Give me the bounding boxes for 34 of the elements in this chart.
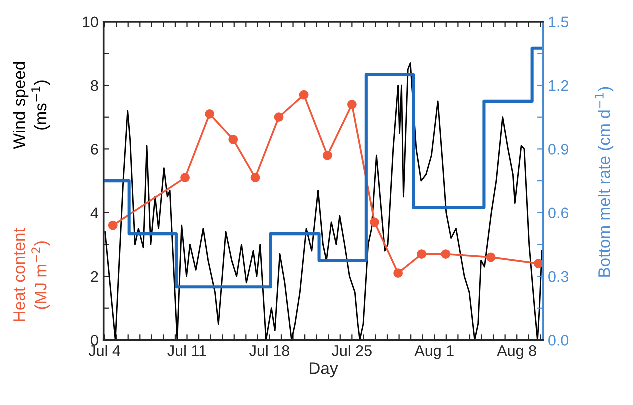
point bbox=[180, 173, 190, 183]
point bbox=[299, 90, 309, 100]
x-tick-label: Jul 11 bbox=[168, 345, 206, 356]
x-tick-label: Jul 25 bbox=[332, 345, 372, 356]
point bbox=[228, 134, 238, 144]
point bbox=[274, 112, 284, 122]
point bbox=[441, 250, 451, 259]
point bbox=[417, 250, 427, 259]
y-tick-label: 0 bbox=[91, 335, 98, 346]
point bbox=[394, 268, 404, 278]
y-axis-title: Wind speed (ms$^{−1}$) bbox=[13, 62, 50, 150]
x-tick-label: Jul 4 bbox=[88, 345, 120, 356]
point bbox=[370, 218, 380, 228]
point bbox=[250, 173, 260, 183]
y2-tick-label: 0.0 bbox=[548, 335, 569, 346]
point bbox=[347, 100, 357, 110]
y-tick-label: 2 bbox=[91, 271, 98, 282]
text: Heat content (MJ m$^{−2}$) bbox=[14, 228, 50, 322]
x-tick-label: Jul 18 bbox=[250, 345, 290, 356]
y2-tick-label: 0.9 bbox=[548, 144, 568, 155]
y-tick-label: 10 bbox=[83, 16, 98, 28]
x-axis-title: Day bbox=[310, 362, 338, 378]
y-tick-label: 6 bbox=[91, 144, 98, 155]
y-tick-label: 8 bbox=[91, 80, 98, 92]
y2-tick-label: 0.6 bbox=[548, 208, 569, 219]
point bbox=[322, 150, 332, 160]
y2-tick-label: 1.5 bbox=[549, 16, 569, 28]
point bbox=[205, 110, 215, 119]
y2-tick-label: 0.3 bbox=[548, 271, 569, 282]
y-tick-label: 4 bbox=[90, 208, 99, 218]
y2-tick-label: 1.2 bbox=[549, 80, 568, 92]
x-tick-label: Aug 8 bbox=[497, 345, 536, 360]
x-tick-label: Aug 1 bbox=[414, 346, 454, 360]
y2-axis-title: Bottom melt rate (cm d$^{−1}$) bbox=[595, 87, 614, 277]
